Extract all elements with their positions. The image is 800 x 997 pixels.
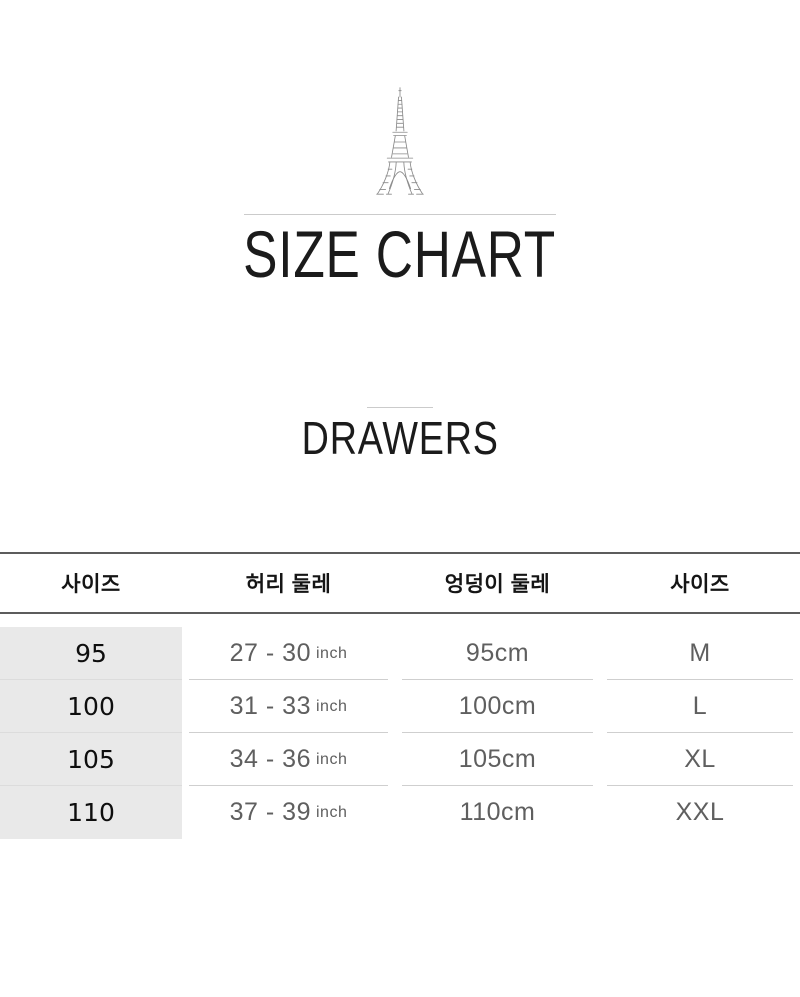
size-table: 사이즈 허리 둘레 엉덩이 둘레 사이즈 95 27 - 30 inch 95c…	[0, 552, 800, 840]
waist-unit: inch	[315, 697, 348, 715]
product-category-title: DRAWERS	[301, 412, 499, 464]
column-header-hip: 엉덩이 둘레	[444, 573, 551, 597]
cell-size: 110	[0, 786, 182, 840]
cell-waist: 37 - 39 inch	[182, 786, 395, 839]
cell-waist: 27 - 30 inch	[182, 627, 395, 681]
waist-value: 37 - 39	[229, 798, 311, 827]
cell-intl-size: XL	[600, 733, 800, 787]
cell-hip: 110cm	[459, 798, 536, 827]
waist-value: 27 - 30	[229, 639, 311, 668]
table-row: 95 27 - 30 inch 95cm M	[0, 627, 800, 681]
cell-intl-size: L	[600, 680, 800, 734]
waist-unit: inch	[315, 750, 348, 768]
column-header-waist: 허리 둘레	[245, 573, 332, 597]
size-chart-page: SIZE CHART DRAWERS 사이즈 허리 둘레 엉덩이 둘레 사이즈 …	[0, 0, 800, 840]
cell-size: 100	[0, 680, 182, 734]
eiffel-tower-icon	[376, 87, 424, 195]
title-divider	[244, 214, 556, 215]
cell-waist: 34 - 36 inch	[182, 733, 395, 787]
page-title: SIZE CHART	[243, 217, 557, 291]
cell-intl-size: XXL	[675, 798, 725, 827]
table-row: 105 34 - 36 inch 105cm XL	[0, 733, 800, 787]
cell-size: 95	[0, 627, 182, 681]
cell-intl-size: M	[600, 627, 800, 681]
column-header-size-kr: 사이즈	[61, 573, 121, 597]
waist-value: 34 - 36	[229, 745, 311, 774]
cell-size: 105	[0, 733, 182, 787]
waist-unit: inch	[315, 803, 348, 821]
cell-hip: 100cm	[395, 680, 600, 734]
title-row: SIZE CHART	[0, 221, 800, 287]
subtitle-row: DRAWERS	[0, 412, 800, 464]
size-table-header: 사이즈 허리 둘레 엉덩이 둘레 사이즈	[0, 552, 800, 615]
cell-hip: 95cm	[395, 627, 600, 681]
subtitle-divider	[367, 407, 433, 408]
table-row: 100 31 - 33 inch 100cm L	[0, 680, 800, 734]
cell-waist: 31 - 33 inch	[182, 680, 395, 734]
brand-header: SIZE CHART	[0, 0, 800, 287]
size-table-body: 95 27 - 30 inch 95cm M 100 31 - 33 inch …	[0, 627, 800, 840]
waist-unit: inch	[315, 644, 348, 662]
cell-hip: 105cm	[395, 733, 600, 787]
column-header-size-intl: 사이즈	[670, 573, 730, 597]
waist-value: 31 - 33	[229, 692, 311, 721]
table-row: 110 37 - 39 inch 110cm XXL	[0, 786, 800, 840]
